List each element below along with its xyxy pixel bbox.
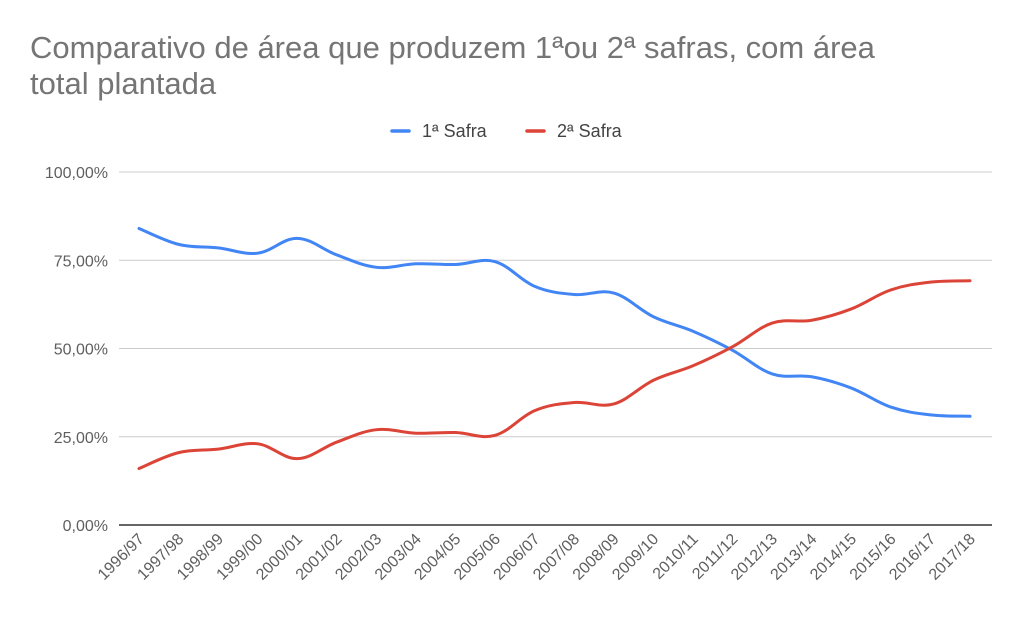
- y-tick-label: 100,00%: [45, 165, 108, 182]
- y-tick-label: 50,00%: [54, 342, 108, 359]
- series-line-2: [137, 279, 972, 471]
- series-line-1: [137, 226, 972, 418]
- series-lines: [137, 226, 972, 471]
- y-tick-label: 25,00%: [54, 430, 108, 447]
- y-tick-label: 75,00%: [54, 253, 108, 270]
- gridlines: [119, 171, 992, 526]
- legend-label: 1ª Safra: [422, 121, 488, 141]
- x-axis-ticks: 1996/971997/981998/991999/002000/012001/…: [95, 531, 979, 584]
- y-tick-label: 0,00%: [63, 518, 108, 535]
- y-axis-ticks: 0,00% 25,00% 50,00% 75,00% 100,00%: [45, 165, 108, 535]
- legend-label: 2ª Safra: [557, 121, 623, 141]
- chart-title-line-1: Comparativo de área que produzem 1ªou 2ª…: [30, 30, 876, 65]
- legend: 1ª Safra 2ª Safra: [390, 121, 623, 141]
- chart-title-line-2: total plantada: [30, 66, 217, 101]
